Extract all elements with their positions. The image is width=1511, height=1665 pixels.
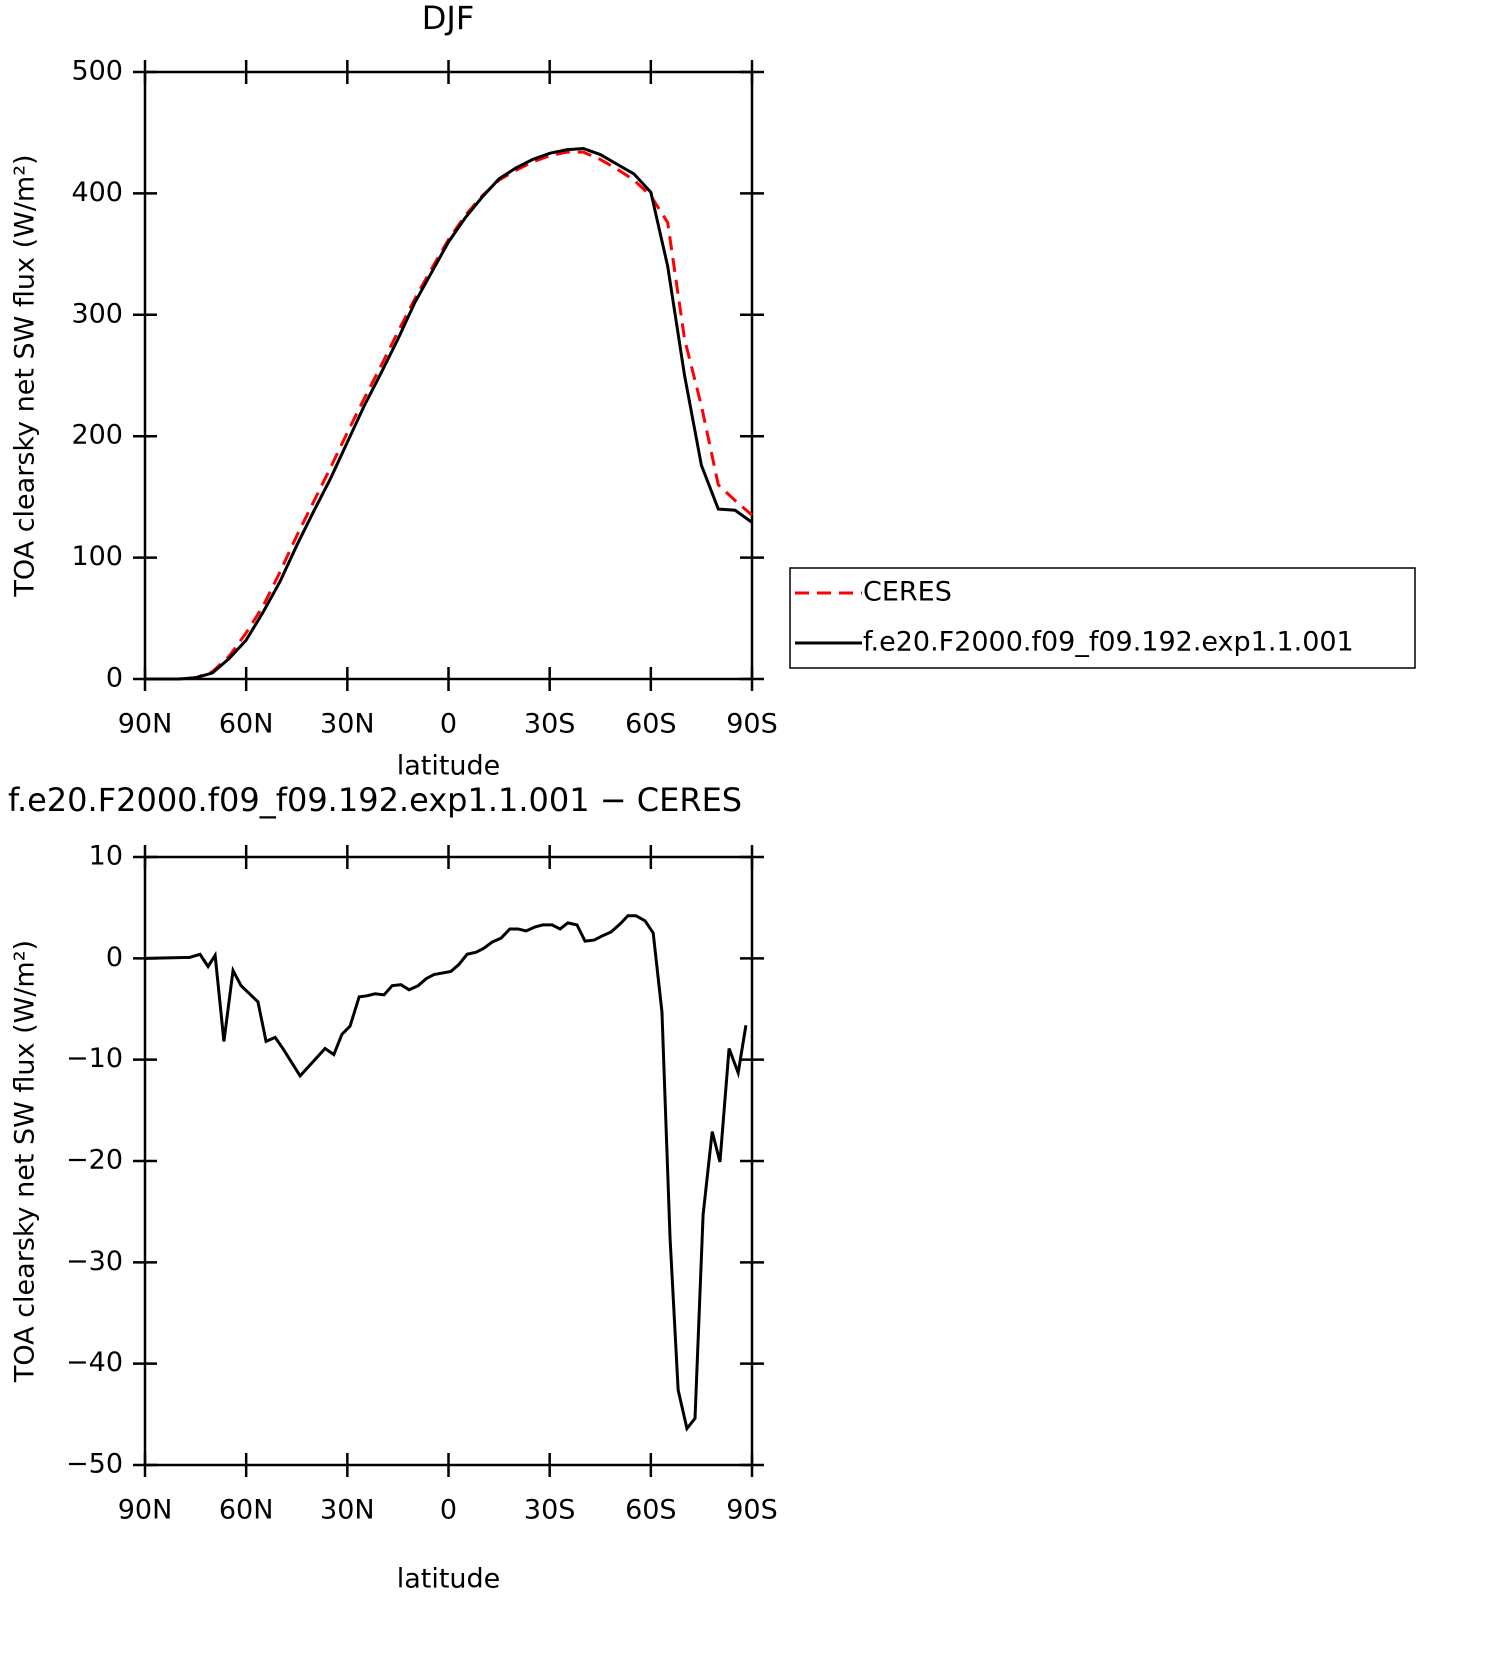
y-tick-label: −30 <box>66 1246 123 1277</box>
x-tick-label: 90S <box>726 709 778 740</box>
legend-label: CERES <box>863 577 952 608</box>
x-axis-label: latitude <box>397 751 501 782</box>
y-tick-label: 300 <box>71 298 123 329</box>
y-tick-label: 200 <box>71 420 123 451</box>
y-tick-label: −10 <box>66 1043 123 1074</box>
x-tick-label: 30N <box>320 709 375 740</box>
y-tick-label: −50 <box>66 1449 123 1480</box>
y-tick-label: 500 <box>71 56 123 87</box>
y-tick-label: −20 <box>66 1145 123 1176</box>
series-line <box>145 146 753 681</box>
y-tick-label: 400 <box>71 177 123 208</box>
x-tick-label: 0 <box>440 1495 457 1526</box>
x-tick-label: 60N <box>219 1495 274 1526</box>
y-tick-label: 100 <box>71 541 123 572</box>
chart-title: f.e20.F2000.f09_f09.192.exp1.1.001 − CER… <box>8 781 742 819</box>
y-tick-label: −40 <box>66 1347 123 1378</box>
x-tick-label: 60S <box>625 709 677 740</box>
plot-frame <box>143 855 754 1467</box>
y-axis-label: TOA clearsky net SW flux (W/m²) <box>10 940 41 1383</box>
x-tick-label: 60N <box>219 709 274 740</box>
y-tick-label: 0 <box>106 942 123 973</box>
y-tick-label: 10 <box>89 841 123 872</box>
legend-box <box>789 567 1416 669</box>
chart-title: DJF <box>422 0 474 37</box>
x-tick-label: 0 <box>440 709 457 740</box>
x-axis-label: latitude <box>397 1564 501 1595</box>
y-axis-label: TOA clearsky net SW flux (W/m²) <box>10 154 41 597</box>
y-tick-label: 0 <box>106 663 123 694</box>
x-tick-label: 60S <box>625 1495 677 1526</box>
x-tick-label: 90N <box>118 709 173 740</box>
x-tick-label: 90S <box>726 1495 778 1526</box>
series-line <box>144 914 748 1432</box>
x-tick-label: 90N <box>118 1495 173 1526</box>
x-tick-label: 30S <box>524 1495 576 1526</box>
x-tick-label: 30S <box>524 709 576 740</box>
legend-label: f.e20.F2000.f09_f09.192.exp1.1.001 <box>863 627 1354 658</box>
x-tick-label: 30N <box>320 1495 375 1526</box>
plot-frame <box>143 70 754 681</box>
